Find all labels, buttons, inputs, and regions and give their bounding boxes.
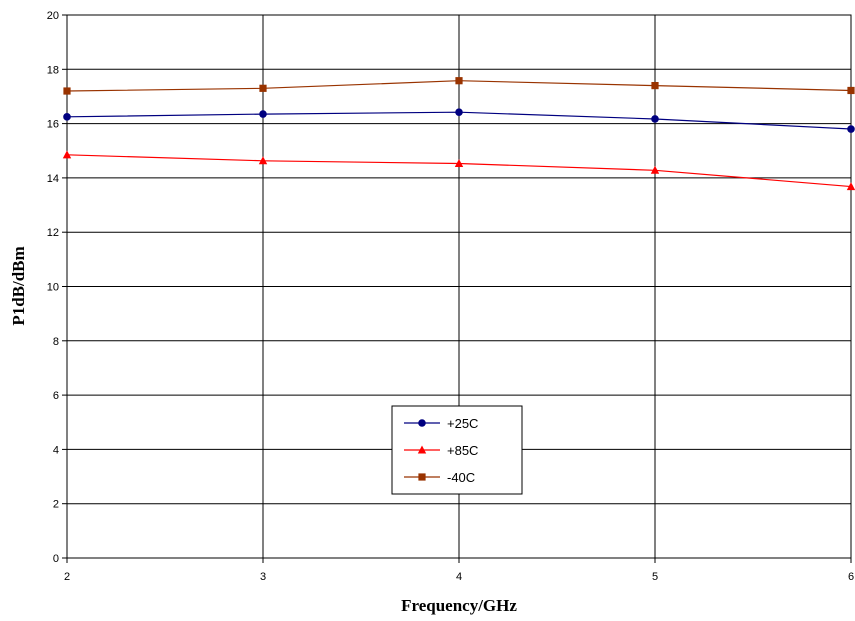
x-tick-label: 5 [652, 571, 658, 583]
y-axis-title: P1dB/dBm [9, 246, 28, 325]
series-40c [63, 77, 855, 95]
legend-label: +85C [447, 443, 478, 458]
legend-label: +25C [447, 416, 478, 431]
series-85c [62, 150, 855, 191]
x-tick-label: 6 [848, 571, 854, 583]
legend-marker [418, 419, 426, 427]
x-axis-ticks: 2 3 4 5 6 [64, 558, 854, 583]
data-point [846, 182, 855, 191]
y-tick-label: 18 [47, 64, 59, 76]
series-25c [63, 108, 855, 133]
data-point [259, 110, 267, 118]
legend: +25C +85C -40C [391, 405, 523, 495]
y-tick-label: 10 [47, 282, 59, 294]
y-tick-label: 0 [53, 553, 59, 565]
data-point [455, 77, 463, 85]
series-group [62, 77, 855, 191]
legend-item: +85C [404, 443, 478, 458]
x-tick-label: 4 [456, 571, 462, 583]
x-tick-label: 3 [260, 571, 266, 583]
y-tick-label: 12 [47, 227, 59, 239]
data-point [62, 150, 72, 159]
data-point [650, 165, 660, 174]
legend-label: -40C [447, 470, 475, 485]
data-point [651, 81, 659, 90]
data-point [454, 159, 464, 168]
data-point [259, 84, 267, 92]
grid [67, 15, 851, 558]
legend-marker [418, 473, 426, 481]
y-tick-label: 20 [47, 10, 59, 22]
legend-marker [417, 445, 427, 454]
legend-item: +25C [404, 416, 478, 431]
data-point [258, 156, 268, 165]
y-tick-label: 16 [47, 119, 59, 131]
y-tick-label: 6 [53, 390, 59, 402]
data-point [847, 125, 855, 133]
y-axis-ticks: 0 2 4 6 8 10 12 14 16 18 20 [47, 10, 67, 565]
data-point [63, 87, 71, 95]
legend-item: -40C [404, 470, 475, 485]
x-tick-label: 2 [64, 571, 70, 583]
data-point [847, 86, 855, 95]
y-tick-label: 4 [53, 444, 59, 456]
data-point [651, 115, 659, 123]
y-tick-label: 2 [53, 499, 59, 511]
y-tick-label: 8 [53, 336, 59, 348]
data-point [455, 108, 463, 116]
data-point [63, 113, 71, 121]
x-axis-title: Frequency/GHz [401, 596, 517, 615]
y-tick-label: 14 [47, 173, 59, 185]
